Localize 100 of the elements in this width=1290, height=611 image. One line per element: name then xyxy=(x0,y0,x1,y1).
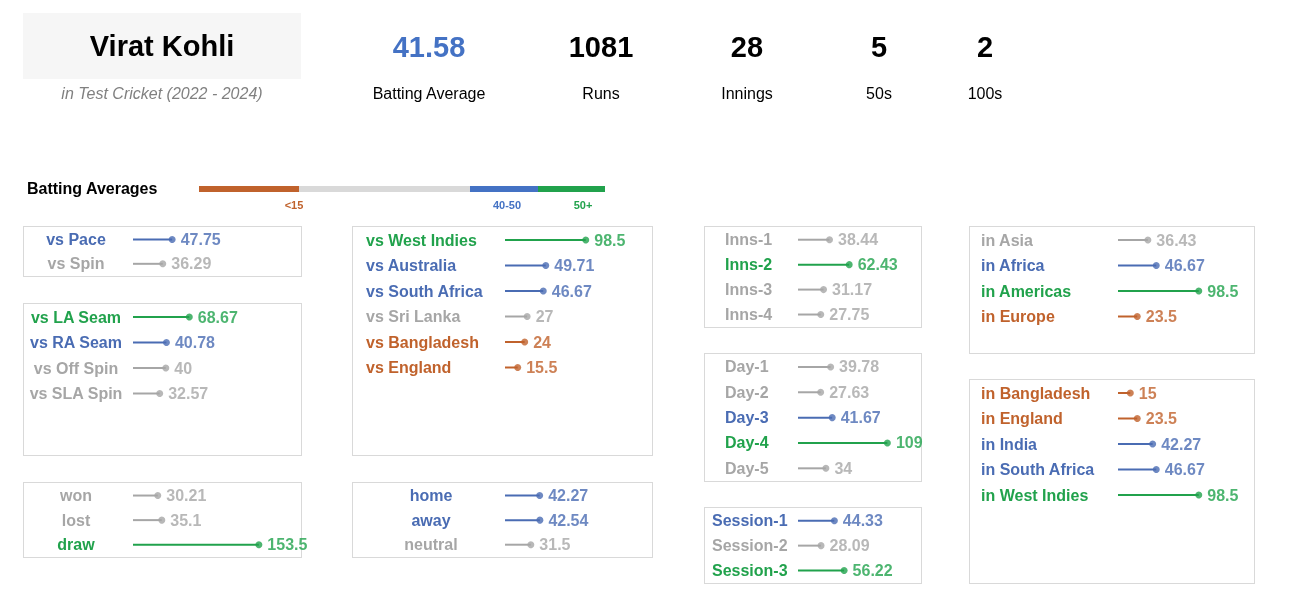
y-tick-label: in Africa xyxy=(981,257,1045,274)
point xyxy=(156,390,164,397)
data-label: 28.09 xyxy=(829,537,870,555)
y-tick-label: vs RA Seam xyxy=(30,334,122,351)
y-tick-label: in Bangladesh xyxy=(981,384,1091,402)
y-tick-label: in England xyxy=(981,410,1063,427)
data-label: 44.33 xyxy=(842,512,883,530)
y-tick-label: Day-1 xyxy=(725,358,769,376)
point xyxy=(542,262,550,269)
data-label: 34 xyxy=(834,459,853,477)
point xyxy=(1195,287,1203,295)
data-label: 23.5 xyxy=(1145,410,1178,427)
point xyxy=(817,388,825,396)
y-tick-label: lost xyxy=(61,511,91,529)
point xyxy=(521,338,529,346)
data-label: 40.78 xyxy=(174,334,216,351)
data-label: 36.43 xyxy=(1156,231,1197,249)
data-label: 42.54 xyxy=(548,511,589,529)
y-tick-label: in Americas xyxy=(981,282,1072,300)
data-label: 40 xyxy=(174,359,193,377)
y-tick-label: vs England xyxy=(366,359,452,376)
y-tick-label: Inns-3 xyxy=(725,281,773,299)
data-label: 62.43 xyxy=(857,256,898,274)
y-tick-label: Inns-2 xyxy=(725,256,773,274)
point xyxy=(514,364,522,371)
data-label: 56.22 xyxy=(852,562,893,580)
y-tick-label: in Asia xyxy=(981,231,1033,249)
y-tick-label: Day-4 xyxy=(725,434,769,452)
data-label: 27.75 xyxy=(829,306,870,324)
data-label: 109 xyxy=(895,434,923,452)
data-label: 153.5 xyxy=(267,536,308,554)
y-tick-label: Inns-4 xyxy=(725,306,773,324)
data-label: 46.67 xyxy=(551,282,592,300)
point xyxy=(185,313,193,321)
point xyxy=(582,236,590,244)
y-tick-label: vs South Africa xyxy=(366,282,483,300)
category-label: Runs xyxy=(582,84,620,104)
point xyxy=(826,236,834,244)
data-label: 24 xyxy=(533,333,552,351)
y-tick-label: draw xyxy=(57,536,96,554)
point xyxy=(845,261,853,269)
data-label: 28 xyxy=(730,30,764,65)
data-label: 98.5 xyxy=(1207,282,1239,300)
y-tick-label: in South Africa xyxy=(981,461,1095,478)
category-label: 40-50 xyxy=(492,198,522,212)
data-label: 35.1 xyxy=(170,511,202,529)
y-tick-label: Session-1 xyxy=(712,512,788,530)
data-label: 36.29 xyxy=(171,255,212,273)
y-tick-label: vs Australia xyxy=(366,257,457,274)
point xyxy=(1126,389,1134,397)
data-label: 15.5 xyxy=(526,359,558,376)
y-tick-label: Session-2 xyxy=(712,537,788,555)
y-tick-label: vs Sri Lanka xyxy=(366,308,461,325)
data-label: 98.5 xyxy=(594,231,626,249)
point xyxy=(827,363,835,371)
point xyxy=(1133,313,1141,320)
point xyxy=(883,439,891,447)
data-label: 41.67 xyxy=(840,409,881,427)
point xyxy=(162,339,170,346)
y-tick-label: Day-5 xyxy=(725,459,769,477)
data-label: 49.71 xyxy=(554,257,595,274)
data-label: 5 xyxy=(870,30,888,65)
data-label: 30.21 xyxy=(166,487,207,505)
category-label: 50+ xyxy=(573,198,593,212)
y-tick-label: vs West Indies xyxy=(366,231,477,249)
point xyxy=(817,311,825,319)
data-label: 1081 xyxy=(568,30,634,65)
data-label: 27.63 xyxy=(829,383,870,401)
data-label: 31.5 xyxy=(539,536,571,554)
category-label: Batting Average xyxy=(372,84,486,104)
data-label: 38.44 xyxy=(838,231,879,249)
data-label: 27 xyxy=(535,308,554,325)
y-tick-label: vs Spin xyxy=(47,255,105,273)
y-tick-label: Day-2 xyxy=(725,383,769,401)
y-tick-label: vs Off Spin xyxy=(33,359,119,377)
category-label: Innings xyxy=(721,84,773,104)
point xyxy=(539,287,547,295)
text: Batting Averages xyxy=(27,179,158,199)
y-tick-label: in India xyxy=(981,435,1038,453)
data-label: 46.67 xyxy=(1164,257,1205,274)
data-label: 41.58 xyxy=(392,30,466,65)
y-tick-label: vs Pace xyxy=(46,230,106,248)
point xyxy=(162,364,170,372)
data-label: 31.17 xyxy=(832,281,873,299)
y-tick-label: in West Indies xyxy=(981,486,1089,504)
point xyxy=(1195,491,1203,499)
text: in Test Cricket (2022 - 2024) xyxy=(61,84,263,104)
y-tick-label: vs LA Seam xyxy=(30,308,122,326)
y-tick-label: Day-3 xyxy=(725,409,769,427)
category-label: 50s xyxy=(866,84,892,104)
data-label: 46.67 xyxy=(1164,461,1205,478)
text: Virat Kohli xyxy=(89,29,235,64)
data-label: 23.5 xyxy=(1145,308,1178,325)
category-label: <15 xyxy=(284,198,304,212)
y-tick-label: neutral xyxy=(404,536,458,554)
data-label: 32.57 xyxy=(168,385,209,402)
data-label: 68.67 xyxy=(197,308,238,326)
data-label: 42.27 xyxy=(1161,435,1202,453)
y-tick-label: Inns-1 xyxy=(725,231,773,249)
data-label: 42.27 xyxy=(548,487,589,505)
